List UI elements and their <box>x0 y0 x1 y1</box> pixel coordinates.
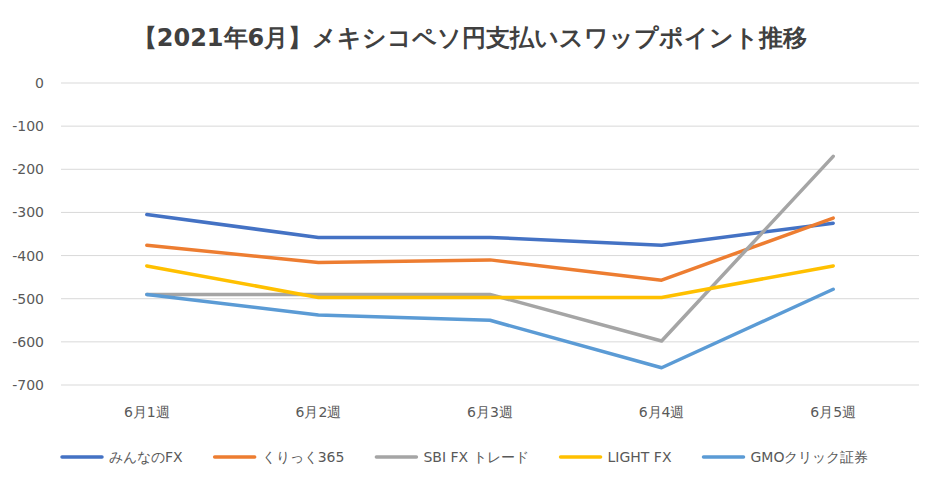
legend-label: SBI FX トレード <box>423 449 528 465</box>
title: 【2021年6月】メキシコペソ円支払いスワップポイント推移 <box>133 24 808 52</box>
y-tick-label: -300 <box>12 204 44 220</box>
x-tick-label: 6月5週 <box>810 404 856 420</box>
series-line <box>147 156 833 341</box>
y-tick-label: -600 <box>12 334 44 350</box>
series-line <box>147 215 833 246</box>
grid-line <box>61 169 919 170</box>
y-tick-label: -200 <box>12 161 44 177</box>
grid-line <box>61 341 919 342</box>
legend-label: LIGHT FX <box>608 449 672 465</box>
series-line <box>147 218 833 280</box>
grid-line <box>61 126 919 127</box>
grid-line <box>61 255 919 256</box>
legend-swatch <box>561 455 601 459</box>
legend-swatch <box>376 455 416 459</box>
grid-line <box>61 212 919 213</box>
plot-area <box>147 156 833 367</box>
y-tick-label: 0 <box>35 75 44 91</box>
legend-label: みんなのFX <box>109 449 183 465</box>
y-tick-label: -500 <box>12 291 44 307</box>
legend-swatch <box>62 455 102 459</box>
legend-swatch <box>704 455 744 459</box>
y-tick-label: -100 <box>12 118 44 134</box>
x-tick-label: 6月2週 <box>295 404 341 420</box>
series-line <box>147 266 833 297</box>
x-tick-label: 6月1週 <box>124 404 170 420</box>
x-tick-label: 6月3週 <box>467 404 513 420</box>
y-tick-label: -700 <box>12 377 44 393</box>
y-tick-label: -400 <box>12 248 44 264</box>
legend-label: くりっく365 <box>262 449 345 465</box>
x-tick-label: 6月4週 <box>639 404 685 420</box>
grid-line <box>61 385 919 386</box>
legend-swatch <box>215 455 255 459</box>
legend: みんなのFX くりっく365 SBI FX トレード LIGHT FX GMOクリック証… <box>62 449 868 465</box>
background <box>0 0 940 482</box>
legend-label: GMOクリック証券 <box>751 449 869 465</box>
series-line <box>147 289 833 368</box>
grid-line <box>61 83 919 84</box>
chart: 【2021年6月】メキシコペソ円支払いスワップポイント推移 0 -100 -200 -3… <box>0 0 940 482</box>
